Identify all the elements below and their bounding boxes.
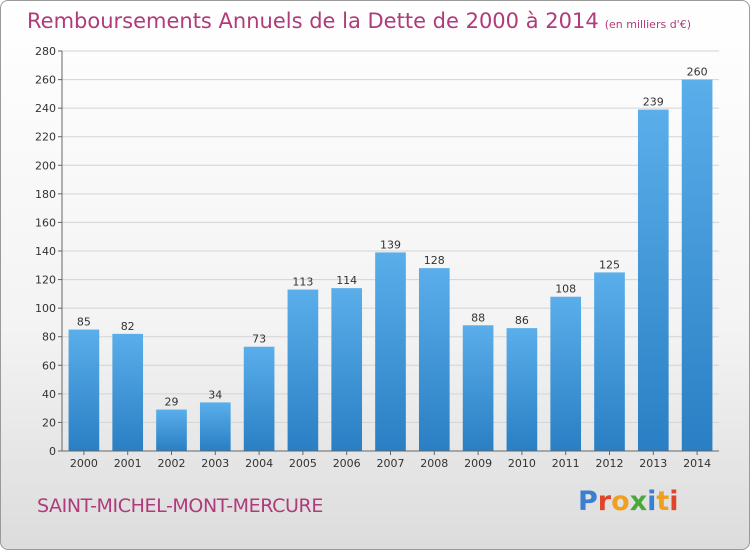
x-tick-label: 2010 xyxy=(508,457,536,470)
bar xyxy=(594,272,625,451)
y-tick-label: 280 xyxy=(35,45,56,58)
x-tick-label: 2002 xyxy=(158,457,186,470)
logo-letter: P xyxy=(578,486,598,517)
bar xyxy=(637,109,669,452)
bar xyxy=(68,329,100,451)
x-tick-label: 2012 xyxy=(596,457,624,470)
data-label: 108 xyxy=(555,283,576,296)
y-tick-label: 120 xyxy=(35,274,56,287)
logo-letter: o xyxy=(611,486,630,517)
data-label: 260 xyxy=(687,66,708,79)
x-tick-label: 2005 xyxy=(289,457,317,470)
bar xyxy=(331,288,363,451)
y-tick-label: 180 xyxy=(35,188,56,201)
y-tick-label: 100 xyxy=(35,302,56,315)
y-tick-label: 40 xyxy=(42,388,56,401)
data-label: 73 xyxy=(252,333,266,346)
x-tick-label: 2000 xyxy=(70,457,98,470)
x-tick-label: 2009 xyxy=(464,457,492,470)
chart-subtitle: (en milliers d'€) xyxy=(604,18,691,31)
y-tick-label: 200 xyxy=(35,159,56,172)
y-tick-label: 20 xyxy=(42,416,56,429)
bar xyxy=(462,325,494,451)
x-tick-label: 2003 xyxy=(201,457,229,470)
x-tick-label: 2014 xyxy=(683,457,711,470)
y-tick-label: 240 xyxy=(35,102,56,115)
logo-letter: i xyxy=(647,486,657,517)
bar xyxy=(550,296,582,451)
logo-letter: t xyxy=(656,486,670,517)
logo-letter: i xyxy=(669,486,679,517)
data-label: 86 xyxy=(515,314,529,327)
data-label: 239 xyxy=(643,96,664,109)
y-tick-label: 220 xyxy=(35,131,56,144)
data-label: 82 xyxy=(121,320,135,333)
bar xyxy=(243,346,275,451)
y-tick-label: 260 xyxy=(35,74,56,87)
bar xyxy=(681,79,713,452)
data-label: 85 xyxy=(77,316,91,329)
x-axis: 2000 2001 2002 2003 2004 2005 2006 2007 2008 2009… xyxy=(62,450,719,470)
x-tick-label: 2001 xyxy=(114,457,142,470)
x-tick-label: 2008 xyxy=(420,457,448,470)
bar xyxy=(156,409,187,451)
bar xyxy=(287,289,319,451)
data-label: 29 xyxy=(165,396,179,409)
y-tick-label: 60 xyxy=(42,359,56,372)
y-tick-label: 140 xyxy=(35,245,56,258)
logo-letter: r xyxy=(597,486,612,517)
y-tick-label: 80 xyxy=(42,331,56,344)
logo-letter: x xyxy=(629,486,648,517)
y-tick-label: 0 xyxy=(49,445,56,458)
bar xyxy=(199,402,231,451)
bar xyxy=(375,252,406,451)
chart-title-text: Remboursements Annuels de la Dette de 20… xyxy=(27,9,599,33)
bar xyxy=(112,333,144,451)
x-tick-label: 2011 xyxy=(552,457,580,470)
bars: 85 82 29 34 73 113 114 139 128 88 86 108 125 239 260 xyxy=(68,66,713,452)
bar xyxy=(506,328,538,451)
data-label: 139 xyxy=(380,238,401,251)
x-tick-label: 2006 xyxy=(333,457,361,470)
x-tick-label: 2013 xyxy=(639,457,667,470)
chart-title: Remboursements Annuels de la Dette de 20… xyxy=(27,9,691,33)
data-label: 113 xyxy=(292,276,313,289)
x-tick-label: 2004 xyxy=(245,457,273,470)
bar xyxy=(418,268,450,451)
proxiti-logo[interactable]: Proxiti xyxy=(578,486,679,517)
data-label: 88 xyxy=(471,311,485,324)
data-label: 128 xyxy=(424,254,445,267)
y-tick-label: 160 xyxy=(35,216,56,229)
data-label: 114 xyxy=(336,274,357,287)
data-label: 34 xyxy=(208,388,222,401)
x-tick-label: 2007 xyxy=(377,457,405,470)
data-label: 125 xyxy=(599,258,620,271)
y-axis: 0 20 40 60 80 100 120 140 160 180 200 220 240 260 280 xyxy=(35,45,63,458)
commune-name: SAINT-MICHEL-MONT-MERCURE xyxy=(37,495,323,517)
